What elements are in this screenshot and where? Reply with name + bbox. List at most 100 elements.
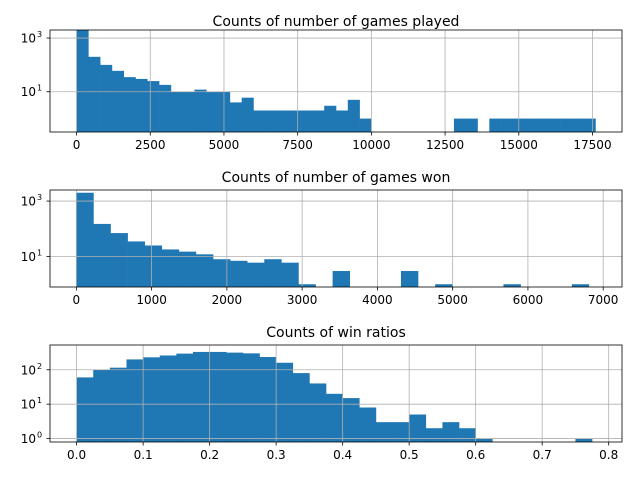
x-tick-label: 0 [73, 293, 81, 307]
grid [50, 190, 622, 287]
x-axis: 0 2500 5000 7500 10000 12500 15000 17500 [73, 132, 612, 152]
histogram-bar [229, 102, 242, 132]
histogram-bar [100, 64, 113, 132]
histogram-bar [332, 271, 350, 287]
histogram-bar [178, 251, 197, 287]
histogram-bar [309, 383, 327, 442]
x-tick-label: 3000 [287, 293, 318, 307]
y-tick-label: 10 [21, 398, 36, 412]
histogram-bar [76, 30, 89, 132]
x-tick-label: 0.5 [400, 448, 419, 462]
y-tick-label-exponent: 0 [37, 431, 42, 440]
x-tick-label: 6000 [513, 293, 544, 307]
x-tick-label: 1000 [136, 293, 167, 307]
x-tick-label: 7500 [282, 138, 313, 152]
y-tick-label-exponent: 2 [37, 362, 42, 371]
x-tick-label: 17500 [573, 138, 611, 152]
y-tick-label: 10 [21, 85, 36, 99]
histogram-bar [265, 110, 278, 132]
histogram-bar [571, 284, 590, 287]
histogram-bar [475, 438, 493, 442]
histogram-bar [375, 422, 393, 442]
histogram-bar [93, 223, 111, 287]
x-tick-label: 0.4 [333, 448, 352, 462]
histogram-bar [242, 353, 260, 442]
x-tick-label: 5000 [209, 138, 240, 152]
histogram-bar [359, 118, 372, 132]
histogram-bar [312, 110, 325, 132]
histogram-bar [206, 91, 219, 132]
x-tick-label: 10000 [352, 138, 390, 152]
histogram-bar [144, 245, 163, 287]
subplot-games-played: Counts of number of games played 0 2500 50… [21, 14, 623, 152]
histogram-bar [230, 260, 248, 287]
histogram-bar [76, 192, 94, 287]
x-tick-label: 0.6 [466, 448, 485, 462]
histogram-bar [489, 118, 502, 132]
y-tick-label: 10 [21, 363, 36, 377]
histogram-bar [459, 428, 476, 442]
x-tick-label: 0.0 [67, 448, 86, 462]
histogram-bar [159, 84, 172, 132]
histogram-bar [548, 118, 561, 132]
histogram-bar [324, 105, 337, 132]
histogram-bar [442, 422, 460, 442]
x-tick-label: 12500 [426, 138, 464, 152]
histogram-bar [501, 118, 514, 132]
chart-title: Counts of number of games won [222, 170, 451, 186]
histogram-bar [111, 70, 125, 132]
histogram-bars [76, 192, 590, 287]
histogram-bar [182, 91, 195, 132]
chart-title: Counts of win ratios [266, 325, 406, 341]
histogram-bars [76, 351, 593, 442]
subplot-win-ratios: Counts of win ratios 0.0 0.1 0.2 0.3 0.4 0.5 0… [21, 325, 623, 462]
histogram-bar [170, 91, 183, 132]
histogram-bar [292, 373, 310, 442]
y-tick-label: 10 [21, 195, 36, 209]
x-tick-label: 2500 [135, 138, 166, 152]
histogram-bar [264, 259, 282, 287]
x-tick-label: 0.2 [200, 448, 219, 462]
histogram-bar [176, 353, 194, 442]
histogram-bars [76, 30, 596, 133]
histogram-bar [288, 110, 301, 132]
histogram-bar [425, 428, 443, 442]
histogram-bar [571, 118, 584, 132]
x-tick-label: 4000 [362, 293, 393, 307]
histogram-bar [259, 357, 277, 442]
y-tick-label-exponent: 1 [37, 249, 42, 258]
histogram-bar [347, 99, 360, 132]
axes-frame [49, 344, 623, 443]
histogram-bar [135, 78, 148, 132]
histogram-bar [110, 233, 128, 287]
y-tick-label: 10 [21, 432, 36, 446]
y-tick-label: 10 [21, 32, 36, 46]
x-axis: 0 1000 2000 3000 4000 5000 6000 7000 [73, 287, 618, 307]
y-tick-label-exponent: 1 [37, 396, 42, 405]
histogram-bar [193, 351, 210, 442]
histogram-bar [392, 422, 410, 442]
histogram-bar [143, 357, 161, 442]
x-tick-label: 2000 [212, 293, 243, 307]
grid [50, 345, 622, 442]
x-tick-label: 5000 [437, 293, 468, 307]
histogram-bar [241, 97, 254, 132]
x-tick-label: 0.1 [134, 448, 153, 462]
x-tick-label: 15000 [500, 138, 538, 152]
histogram-bar [524, 118, 537, 132]
histogram-bar [109, 367, 127, 442]
histogram-bar [336, 110, 349, 132]
histogram-bar [342, 398, 360, 442]
histogram-bar [276, 362, 294, 442]
histogram-bar [536, 118, 549, 132]
y-tick-label-exponent: 3 [37, 193, 42, 202]
x-tick-label: 0.3 [267, 448, 286, 462]
histogram-bar [123, 77, 136, 132]
histogram-bar [194, 89, 207, 132]
x-tick-label: 0.7 [533, 448, 552, 462]
x-tick-label: 0.8 [599, 448, 618, 462]
histogram-bar [326, 393, 343, 442]
